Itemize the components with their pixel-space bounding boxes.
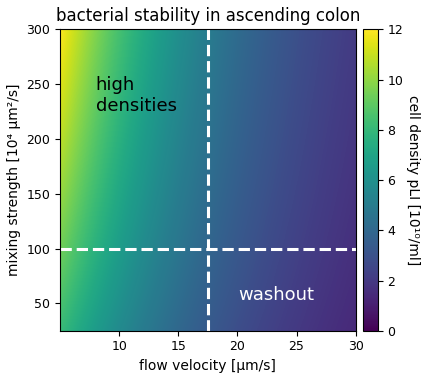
Text: high
densities: high densities bbox=[95, 76, 177, 115]
Y-axis label: mixing strength [10⁴ μm²/s]: mixing strength [10⁴ μm²/s] bbox=[7, 84, 21, 276]
Text: washout: washout bbox=[238, 286, 314, 304]
Title: bacterial stability in ascending colon: bacterial stability in ascending colon bbox=[55, 7, 360, 25]
Y-axis label: cell density pLI [10¹⁰/ml]: cell density pLI [10¹⁰/ml] bbox=[406, 95, 420, 265]
X-axis label: flow velocity [μm/s]: flow velocity [μm/s] bbox=[139, 359, 276, 373]
